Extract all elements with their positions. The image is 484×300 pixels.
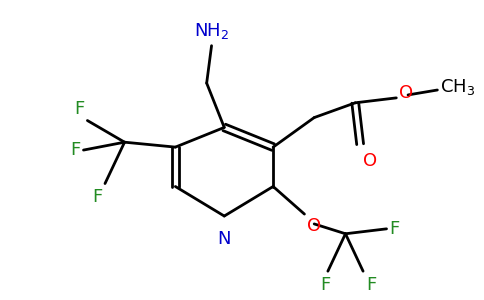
Text: F: F [366, 276, 376, 294]
Text: CH$_3$: CH$_3$ [440, 77, 475, 97]
Text: O: O [363, 152, 377, 170]
Text: F: F [320, 276, 330, 294]
Text: N: N [217, 230, 231, 248]
Text: F: F [70, 141, 80, 159]
Text: F: F [74, 100, 85, 118]
Text: NH$_2$: NH$_2$ [194, 21, 229, 41]
Text: F: F [92, 188, 102, 206]
Text: O: O [307, 217, 321, 235]
Text: O: O [399, 84, 413, 102]
Text: F: F [390, 220, 400, 238]
